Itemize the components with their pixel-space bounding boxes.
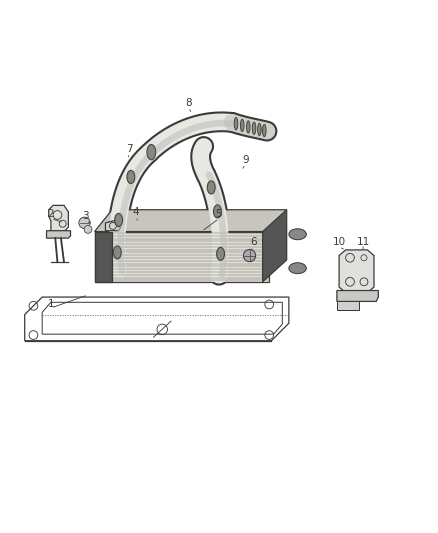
Polygon shape bbox=[337, 290, 378, 302]
Text: 9: 9 bbox=[242, 155, 248, 165]
Polygon shape bbox=[46, 231, 71, 238]
Polygon shape bbox=[337, 301, 359, 310]
Polygon shape bbox=[95, 231, 112, 282]
Ellipse shape bbox=[258, 123, 261, 135]
Text: 1: 1 bbox=[48, 298, 54, 309]
Ellipse shape bbox=[113, 246, 121, 259]
Ellipse shape bbox=[262, 124, 266, 136]
Text: 5: 5 bbox=[215, 209, 223, 219]
Ellipse shape bbox=[252, 122, 256, 134]
Ellipse shape bbox=[115, 213, 123, 227]
Ellipse shape bbox=[217, 247, 225, 261]
Ellipse shape bbox=[207, 181, 215, 194]
Text: 7: 7 bbox=[126, 143, 133, 154]
Ellipse shape bbox=[127, 171, 135, 183]
Ellipse shape bbox=[247, 121, 250, 133]
Ellipse shape bbox=[213, 205, 221, 218]
Polygon shape bbox=[339, 250, 374, 293]
Text: 11: 11 bbox=[357, 238, 370, 247]
Circle shape bbox=[84, 225, 92, 233]
Circle shape bbox=[79, 217, 90, 229]
Polygon shape bbox=[95, 231, 269, 282]
Polygon shape bbox=[95, 210, 287, 231]
Polygon shape bbox=[263, 210, 287, 282]
Polygon shape bbox=[49, 205, 68, 231]
Text: 4: 4 bbox=[133, 207, 139, 217]
Polygon shape bbox=[106, 221, 121, 231]
Ellipse shape bbox=[147, 144, 155, 160]
Text: 6: 6 bbox=[251, 238, 257, 247]
Text: 10: 10 bbox=[332, 238, 346, 247]
Ellipse shape bbox=[234, 118, 238, 130]
Ellipse shape bbox=[289, 263, 306, 273]
Circle shape bbox=[244, 249, 256, 262]
Text: 2: 2 bbox=[48, 209, 54, 219]
Ellipse shape bbox=[289, 229, 306, 240]
Text: 8: 8 bbox=[185, 98, 192, 108]
Ellipse shape bbox=[240, 119, 244, 132]
Text: 3: 3 bbox=[82, 211, 89, 221]
